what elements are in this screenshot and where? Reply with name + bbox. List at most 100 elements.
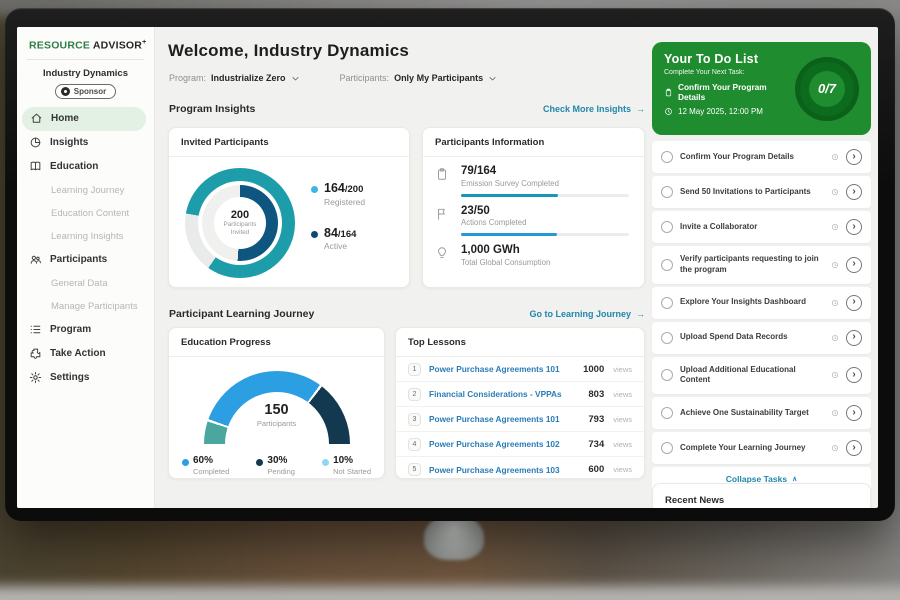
gauge-center-label: Participants [256, 418, 297, 428]
task-checkbox[interactable] [661, 186, 673, 198]
legend-item: 30% Pending [256, 455, 295, 476]
sidebar-item-learning-journey[interactable]: Learning Journey [51, 184, 125, 196]
task-open-button[interactable]: › [846, 219, 862, 235]
task-row: Upload Spend Data Records › [652, 321, 871, 354]
lesson-link[interactable]: Power Purchase Agreements 102 [429, 439, 560, 449]
rank-badge: 1 [408, 362, 421, 376]
task-checkbox[interactable] [661, 151, 673, 163]
task-checkbox[interactable] [661, 221, 673, 233]
top-lessons-card: Top Lessons 1 Power Purchase Agreements … [395, 327, 645, 479]
rank-badge: 4 [408, 437, 421, 451]
list-icon [29, 323, 42, 336]
task-checkbox[interactable] [661, 407, 673, 420]
todo-progress-ring: 0/7 [795, 56, 859, 121]
sidebar-item-education[interactable]: Education [17, 155, 154, 179]
legend-dot [322, 459, 330, 466]
sidebar-item-education-content[interactable]: Education Content [51, 207, 130, 219]
home-icon [30, 112, 43, 125]
gauge-center-value: 150 [264, 402, 289, 418]
sidebar-item-take-action[interactable]: Take Action [17, 342, 154, 366]
card-title: Invited Participants [169, 128, 409, 157]
legend-dot [311, 186, 318, 193]
sponsor-badge: Sponsor [54, 83, 117, 99]
task-open-button[interactable]: › [846, 184, 862, 200]
todo-summary-card: Your To Do List Complete Your Next Task:… [652, 42, 871, 135]
page-title: Welcome, Industry Dynamics [168, 41, 410, 60]
check-more-insights-link[interactable]: Check More Insights → [542, 104, 645, 114]
arrow-right-icon: → [636, 309, 645, 319]
task-row: Achieve One Sustainability Target › [652, 397, 871, 430]
sidebar-item-settings[interactable]: Settings [17, 366, 154, 390]
task-checkbox[interactable] [661, 442, 673, 455]
monitor-bezel: RESOURCE ADVISOR+ Industry Dynamics Spon… [5, 8, 895, 521]
insights-icon [29, 136, 42, 149]
sidebar-item-general-data[interactable]: General Data [51, 277, 108, 289]
task-open-button[interactable]: › [846, 294, 862, 311]
task-checkbox[interactable] [661, 258, 673, 271]
clock-icon [831, 188, 839, 196]
legend-item: 164/200 Registered [311, 182, 365, 207]
sidebar-item-learning-insights[interactable]: Learning Insights [51, 230, 124, 242]
filters-row: Program: Industrialize Zero Participants… [169, 73, 497, 83]
card-title: Education Progress [169, 328, 384, 357]
task-row: Complete Your Learning Journey › [652, 432, 871, 465]
go-to-learning-journey-link[interactable]: Go to Learning Journey → [529, 309, 645, 319]
todo-panel: Your To Do List Complete Your Next Task:… [648, 27, 878, 508]
task-open-button[interactable]: › [846, 149, 862, 165]
task-row: Invite a Collaborator › [652, 211, 871, 243]
education-progress-card: Education Progress 150 Participants 60% … [168, 327, 385, 479]
sponsor-icon [60, 86, 70, 96]
task-open-button[interactable]: › [846, 405, 862, 422]
task-checkbox[interactable] [661, 369, 673, 382]
sidebar-item-manage-participants[interactable]: Manage Participants [51, 300, 138, 312]
metric-row: 23/50 Actions Completed [423, 197, 644, 237]
invited-donut-chart: 200 Participants Invited [185, 168, 295, 278]
sidebar: RESOURCE ADVISOR+ Industry Dynamics Spon… [17, 27, 155, 508]
take-action-icon [29, 347, 42, 360]
lesson-row: 4 Power Purchase Agreements 102 734 views [396, 432, 644, 457]
clock-icon [831, 334, 839, 342]
lesson-link[interactable]: Power Purchase Agreements 101 [429, 364, 560, 374]
task-open-button[interactable]: › [846, 367, 862, 384]
legend-item: 60% Completed [182, 455, 229, 476]
sidebar-item-participants[interactable]: Participants [17, 248, 154, 272]
participants-information-card: Participants Information 79/164 Emission… [422, 127, 645, 288]
clock-icon [831, 261, 839, 269]
book-icon [29, 160, 42, 173]
metric-row: 1,000 GWh Total Global Consumption [423, 236, 644, 267]
lesson-link[interactable]: Financial Considerations - VPPAs [429, 389, 562, 399]
task-row: Confirm Your Program Details › [652, 141, 871, 173]
program-filter[interactable]: Program: Industrialize Zero [169, 73, 300, 83]
lesson-link[interactable]: Power Purchase Agreements 101 [429, 414, 560, 424]
task-open-button[interactable]: › [846, 256, 862, 273]
task-open-button[interactable]: › [846, 440, 862, 457]
logo-primary: RESOURCE [29, 39, 91, 52]
sidebar-item-home[interactable]: Home [22, 106, 146, 131]
progress-bar [461, 193, 629, 197]
legend-dot [256, 459, 264, 466]
chevron-down-icon [291, 74, 300, 83]
todo-progress-count: 0/7 [817, 81, 837, 96]
clock-icon [831, 444, 839, 452]
task-open-button[interactable]: › [846, 329, 862, 346]
app-logo: RESOURCE ADVISOR+ [17, 36, 154, 59]
clock-icon [831, 371, 839, 379]
metric-row: 79/164 Emission Survey Completed [423, 157, 644, 197]
gear-icon [29, 371, 42, 384]
rank-badge: 3 [408, 412, 421, 426]
task-checkbox[interactable] [661, 331, 673, 344]
sidebar-item-program[interactable]: Program [17, 318, 154, 342]
task-row: Upload Additional Educational Content › [652, 356, 871, 395]
rank-badge: 2 [408, 387, 421, 401]
lesson-link[interactable]: Power Purchase Agreements 103 [429, 464, 560, 475]
education-legend: 60% Completed 30% Pending 10% Not Starte… [169, 445, 384, 476]
lesson-row: 2 Financial Considerations - VPPAs 803 vi… [396, 382, 644, 407]
participants-filter[interactable]: Participants: Only My Participants [340, 73, 498, 83]
lesson-row: 3 Power Purchase Agreements 101 793 views [396, 407, 644, 432]
main-content: Welcome, Industry Dynamics Program: Indu… [155, 27, 648, 508]
task-checkbox[interactable] [661, 296, 673, 309]
dashboard-screen: RESOURCE ADVISOR+ Industry Dynamics Spon… [17, 27, 878, 508]
sidebar-item-insights[interactable]: Insights [17, 131, 154, 155]
recent-news-card: Recent News [652, 483, 871, 508]
logo-secondary: ADVISOR [92, 39, 143, 52]
